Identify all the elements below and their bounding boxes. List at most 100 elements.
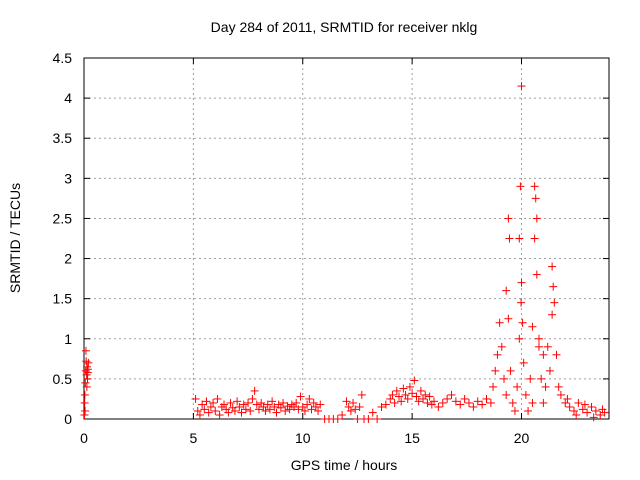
data-point xyxy=(263,400,272,409)
data-point xyxy=(580,400,589,409)
data-point xyxy=(342,397,351,406)
x-tick-label: 10 xyxy=(295,430,311,446)
data-point xyxy=(486,398,495,407)
data-point xyxy=(587,402,596,411)
y-tick-label: 4 xyxy=(64,90,72,106)
data-point xyxy=(257,398,266,407)
data-point xyxy=(399,384,408,393)
x-axis-label: GPS time / hours xyxy=(291,457,398,473)
data-point xyxy=(556,390,565,399)
data-point xyxy=(524,406,533,415)
data-point xyxy=(416,386,425,395)
data-point xyxy=(430,397,438,406)
y-tick-label: 1.5 xyxy=(53,291,73,307)
data-point xyxy=(405,382,414,391)
x-tick-label: 5 xyxy=(189,430,197,446)
data-point xyxy=(239,400,248,409)
data-point xyxy=(473,397,482,406)
data-point xyxy=(545,366,554,375)
data-point xyxy=(276,403,285,412)
data-point xyxy=(548,310,557,319)
data-point xyxy=(591,406,600,415)
data-point xyxy=(357,390,366,399)
data-point xyxy=(81,406,90,415)
data-point xyxy=(419,394,428,403)
data-point xyxy=(519,358,528,367)
data-point xyxy=(191,394,200,403)
data-point xyxy=(506,366,515,375)
data-point xyxy=(268,397,277,406)
data-point xyxy=(81,366,90,375)
data-point xyxy=(570,406,578,415)
data-point xyxy=(80,390,89,399)
data-point xyxy=(279,398,288,407)
data-point xyxy=(373,415,382,423)
data-point xyxy=(298,402,307,411)
data-point xyxy=(515,334,524,343)
data-point xyxy=(290,402,298,411)
data-point xyxy=(388,390,397,399)
y-tick-label: 4.5 xyxy=(53,50,73,66)
data-point xyxy=(300,406,309,415)
data-point xyxy=(539,398,548,407)
data-point xyxy=(421,390,430,399)
data-point xyxy=(403,394,412,403)
data-point xyxy=(460,394,469,403)
data-point xyxy=(303,400,312,409)
data-point xyxy=(505,234,514,243)
data-point xyxy=(552,350,561,359)
data-point xyxy=(224,408,233,417)
data-point xyxy=(204,408,213,417)
data-point xyxy=(281,406,290,415)
y-tick-label: 0 xyxy=(64,411,72,427)
data-point xyxy=(338,410,347,419)
data-point xyxy=(565,402,574,411)
data-point xyxy=(351,405,360,414)
data-point xyxy=(508,398,517,407)
data-point xyxy=(80,398,89,407)
data-point xyxy=(425,392,434,401)
data-point xyxy=(392,386,401,395)
data-point xyxy=(500,374,508,383)
data-point xyxy=(344,402,353,411)
data-point xyxy=(535,342,543,351)
data-point xyxy=(537,374,546,383)
data-point xyxy=(364,415,373,423)
data-point xyxy=(307,405,316,414)
data-point xyxy=(596,410,605,419)
data-point xyxy=(265,405,274,414)
data-point xyxy=(386,394,395,403)
y-tick-label: 2 xyxy=(64,251,72,267)
data-point xyxy=(574,398,583,407)
data-point xyxy=(491,366,500,375)
data-point xyxy=(526,374,535,383)
data-point xyxy=(495,318,504,327)
data-point xyxy=(410,376,419,385)
data-point xyxy=(244,398,253,407)
data-point xyxy=(583,408,592,417)
x-tick-label: 0 xyxy=(80,430,88,446)
data-point xyxy=(531,194,540,203)
data-point xyxy=(250,386,259,395)
y-axis-label: SRMTID / TECUs xyxy=(7,183,23,293)
data-point xyxy=(517,82,526,91)
data-point xyxy=(226,398,235,407)
data-point xyxy=(390,398,399,407)
data-point xyxy=(530,234,539,243)
data-point xyxy=(333,415,342,423)
data-point xyxy=(397,397,406,406)
data-point xyxy=(504,314,513,323)
data-point xyxy=(550,298,559,307)
data-point xyxy=(517,298,526,307)
grid xyxy=(84,58,609,419)
data-point xyxy=(423,398,432,407)
data-point xyxy=(368,408,377,417)
data-point xyxy=(311,402,320,411)
data-point xyxy=(482,394,491,403)
data-point xyxy=(434,402,443,411)
data-point xyxy=(193,406,202,415)
data-point xyxy=(515,234,524,243)
data-point xyxy=(237,408,246,417)
data-point xyxy=(195,410,204,419)
